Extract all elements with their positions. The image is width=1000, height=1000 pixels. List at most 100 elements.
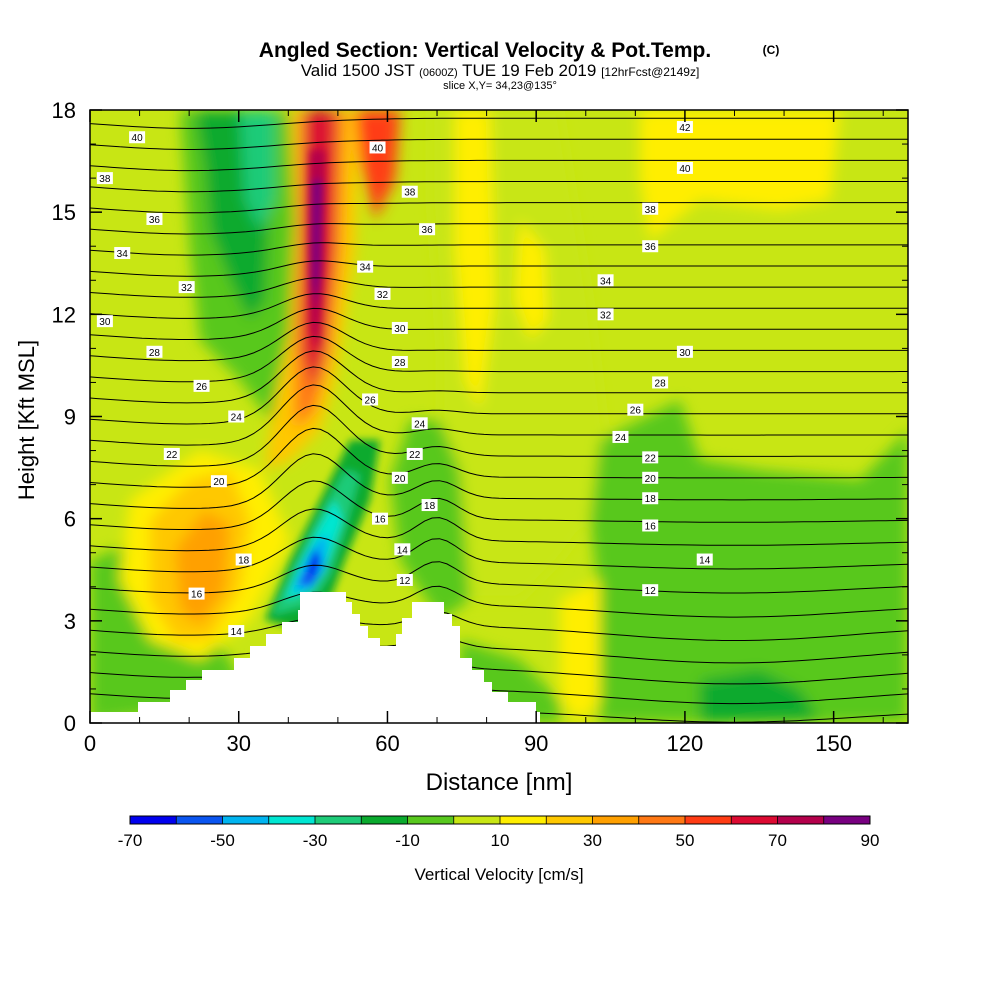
isentrope-label-text: 18: [645, 494, 657, 505]
velocity-region-weak-up: [640, 110, 840, 240]
isentrope-label-text: 22: [645, 453, 657, 464]
isentrope-label-box: [676, 161, 693, 174]
isentrope-line: [90, 138, 908, 150]
isentrope-label: 22: [406, 447, 423, 461]
y-tick-label: 15: [52, 200, 76, 225]
isentrope-label-box: [396, 573, 413, 586]
isentrope-label-box: [642, 519, 659, 532]
isentrope-label: 28: [146, 345, 163, 359]
isentrope-line: [90, 585, 908, 618]
isentrope-label-text: 24: [615, 433, 627, 444]
isentrope-label: 18: [421, 499, 438, 512]
y-tick-label: 6: [64, 507, 76, 532]
plot-area: 40 38 36 34 32 30 28 26 24 22 20 18 16 14 40 38 36 34 32 30…: [90, 110, 908, 723]
isentrope-label-box: [597, 308, 614, 321]
isentrope-label: 16: [642, 519, 659, 532]
isentrope-label-text: 12: [645, 586, 657, 597]
velocity-region-moderate-down: [240, 110, 275, 230]
isentrope-label: 34: [114, 247, 131, 260]
isentrope-label-box: [421, 499, 438, 512]
isentrope-label-box: [357, 260, 374, 273]
isentrope-label-text: 38: [645, 205, 657, 216]
isentrope-label-text: 18: [238, 556, 250, 567]
isentrope-label: 38: [642, 202, 659, 216]
x-tick-label: 0: [84, 731, 96, 756]
isentrope-label-text: 32: [377, 290, 389, 301]
isentrope-label-box: [642, 584, 659, 597]
isentrope-label-text: 34: [360, 263, 372, 274]
colorbar-tick-label: 90: [861, 831, 880, 850]
isentrope-line: [90, 223, 908, 235]
isentrope-label-box: [235, 553, 252, 566]
colorbar-swatch: [500, 816, 547, 824]
isentrope-label: 16: [372, 512, 389, 526]
isentrope-line: [90, 277, 908, 298]
velocity-region-plume: [355, 110, 400, 220]
isentrope-label: 14: [394, 543, 411, 556]
isentrope-label-text: 34: [117, 249, 129, 260]
colorbar-swatch: [592, 816, 640, 824]
isentrope-label: 14: [228, 625, 245, 638]
isentrope-label-text: 14: [231, 627, 243, 638]
isentrope-label-box: [146, 345, 163, 358]
y-axis-label: Height [Kft MSL]: [14, 340, 39, 500]
isentrope-label: 30: [96, 315, 113, 328]
subtitle-zulu: (0600Z): [419, 67, 458, 79]
x-axis: 0 30 60 90 120 150: [84, 110, 884, 756]
isentrope-line: [90, 536, 908, 573]
isentrope-label-text: 14: [397, 545, 409, 556]
velocity-core: [265, 150, 380, 630]
isentrope-lines: [90, 117, 908, 723]
isentrope-label-box: [188, 587, 205, 600]
isentrope-label-text: 16: [374, 515, 386, 526]
y-tick-label: 18: [52, 98, 76, 123]
colorbar-tick-label: -70: [118, 831, 143, 850]
isentrope-label-box: [642, 492, 659, 505]
isentrope-label-box: [146, 212, 163, 225]
isentrope-label-box: [178, 281, 195, 294]
velocity-region-moderate-down: [700, 670, 820, 723]
isentrope-label: 40: [369, 141, 386, 154]
isentrope-label-text: 26: [196, 382, 208, 393]
isentrope-line: [90, 384, 908, 446]
isentrope-label: 28: [652, 376, 669, 389]
x-tick-label: 120: [667, 731, 704, 756]
colorbar-swatch: [638, 816, 686, 824]
colorbar: -70 -50 -30 -10 10 30 50 70 90: [118, 815, 880, 850]
subtitle-date: TUE 19 Feb 2019: [462, 61, 596, 80]
colorbar-tick-label: 70: [768, 831, 787, 850]
isentrope-label-box: [642, 240, 659, 253]
isentrope-line: [90, 159, 908, 172]
x-tick-label: 90: [524, 731, 548, 756]
isentrope-label: 30: [391, 321, 408, 335]
isentrope-label: 24: [228, 410, 245, 424]
velocity-region-weak-up: [515, 220, 548, 340]
isentrope-label-box: [391, 471, 408, 484]
isentrope-label: 30: [676, 345, 693, 359]
isentrope-label-box: [696, 553, 713, 566]
isentrope-label: 40: [676, 161, 693, 175]
isentrope-label-text: 22: [166, 450, 178, 461]
colorbar-tick-label: 50: [676, 831, 695, 850]
isentrope-label-box: [676, 345, 693, 358]
isentrope-label: 26: [362, 393, 379, 406]
isentrope-label-box: [401, 185, 418, 198]
velocity-region-downdraft: [308, 548, 320, 578]
isentrope-label-text: 26: [365, 395, 377, 406]
isentrope-label-text: 40: [132, 133, 144, 144]
isentrope-label-box: [652, 376, 669, 389]
x-tick-label: 60: [375, 731, 399, 756]
isentrope-label: 22: [163, 447, 180, 461]
isentrope-line: [90, 636, 908, 664]
isentrope-line: [90, 293, 908, 319]
isentrope-label: 38: [401, 185, 418, 199]
colorbar-swatch: [823, 816, 871, 824]
isentrope-label: 12: [642, 584, 659, 597]
isentrope-label-text: 14: [699, 556, 711, 567]
isentrope-label: 26: [627, 403, 644, 417]
colorbar-swatch: [361, 816, 408, 824]
isentrope-label: 24: [411, 417, 428, 430]
subtitle-forecast: [12hrFcst@2149z]: [601, 65, 699, 79]
velocity-region-weak-down: [390, 420, 470, 620]
isentrope-label-box: [210, 475, 227, 488]
